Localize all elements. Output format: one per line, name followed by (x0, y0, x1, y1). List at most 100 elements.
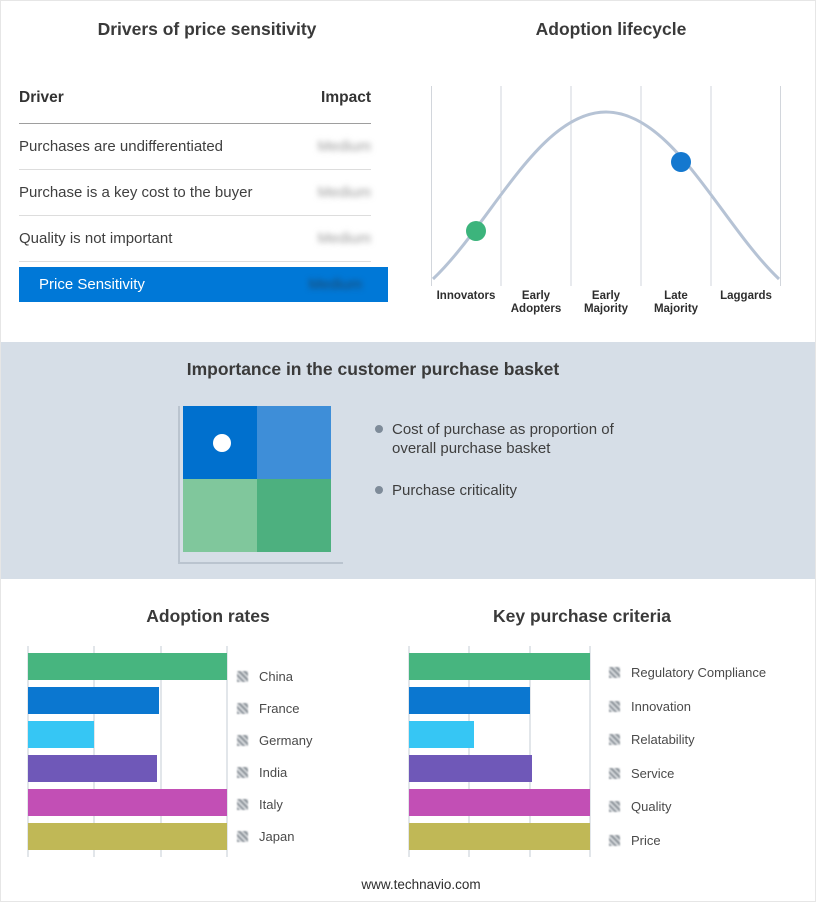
legend-label: Innovation (631, 698, 691, 714)
stage-label: Early Adopters (510, 290, 562, 315)
key-criteria-title: Key purchase criteria (492, 606, 671, 626)
driver-label: Purchases are undifferentiated (19, 138, 224, 155)
plot-criteria (408, 646, 591, 857)
bar (28, 721, 94, 748)
bullet-item: Purchase criticality (375, 481, 644, 500)
plot-adoption (27, 646, 228, 857)
matrix-quadrant-bottom-left (183, 479, 257, 552)
lifecycle-title: Adoption lifecycle (535, 19, 687, 39)
legend-label: France (259, 700, 300, 716)
bar (28, 653, 227, 680)
legend-item: Japan (237, 820, 312, 852)
driver-row: Purchases are undifferentiated Medium (19, 124, 371, 170)
legend-label: China (259, 668, 293, 684)
lifecycle-gridlines (431, 86, 781, 286)
legend-label: Regulatory Compliance (631, 665, 767, 681)
bar-row (28, 687, 227, 714)
bar (409, 755, 533, 782)
legend-label: Italy (259, 796, 283, 812)
bar-row (409, 653, 590, 680)
stage-label: Innovators (436, 290, 496, 302)
legend-label: Quality (631, 799, 672, 815)
adoption-bell-curve (431, 110, 781, 281)
legend-item: India (237, 756, 312, 788)
legend-item: France (237, 692, 312, 724)
legend-criteria: Regulatory Compliance Innovation Relatabil… (609, 656, 766, 857)
driver-row: Purchase is a key cost to the buyer Mediu… (19, 170, 371, 216)
late-majority-marker-dot (671, 152, 691, 172)
drivers-table: Driver Impact Purchases are undifferenti… (19, 89, 388, 302)
impact-value: Medium (317, 184, 371, 201)
legend-adoption: China France Germany India Italy Japan (237, 660, 312, 852)
bar-row (28, 755, 227, 782)
legend-label: Service (631, 765, 675, 781)
bar (409, 789, 590, 816)
bullet-text: Purchase criticality (392, 482, 518, 499)
drivers-table-header: Driver Impact (19, 89, 371, 124)
gridline (468, 646, 470, 857)
legend-item: Innovation (609, 690, 766, 724)
bar (409, 653, 590, 680)
purchase-basket-band: Importance in the customer purchase bask… (1, 342, 815, 579)
bullet-icon (375, 486, 383, 494)
legend-swatch-icon (237, 734, 248, 746)
stage-label: Early Majority (583, 290, 629, 315)
lifecycle-chart: Innovators Early Adopters Early Majority La… (431, 86, 781, 316)
driver-row: Quality is not important Medium (19, 216, 371, 262)
legend-label: Japan (259, 828, 295, 844)
price-sensitivity-impact-value: Medium (308, 276, 362, 293)
legend-swatch-icon (609, 801, 620, 813)
adoption-rates-title: Adoption rates (146, 606, 270, 626)
gridline (408, 646, 410, 857)
gridline (27, 646, 29, 857)
bar (28, 755, 158, 782)
stage-label: Late Majority (653, 290, 699, 315)
legend-swatch-icon (237, 670, 248, 682)
driver-label: Quality is not important (19, 230, 173, 247)
bullet-text: Cost of purchase as proportion of overal… (392, 421, 614, 457)
driver-label: Purchase is a key cost to the buyer (19, 184, 253, 201)
legend-swatch-icon (237, 702, 248, 714)
legend-label: Germany (259, 732, 313, 748)
bar-row (409, 755, 590, 782)
drivers-title: Drivers of price sensitivity (97, 19, 317, 39)
gridline (93, 646, 95, 857)
lifecycle-curve-svg (431, 86, 781, 286)
basket-title: Importance in the customer purchase bask… (186, 359, 560, 379)
bullet-item: Cost of purchase as proportion of overal… (375, 420, 644, 458)
bar-row (28, 823, 227, 850)
gridline (529, 646, 531, 857)
legend-item: Germany (237, 724, 312, 756)
bullet-icon (375, 425, 383, 433)
legend-item: Quality (609, 790, 766, 824)
bar (28, 687, 160, 714)
price-sensitivity-label: Price Sensitivity (39, 276, 145, 293)
impact-value: Medium (317, 138, 371, 155)
bar-rows (409, 646, 590, 857)
legend-item: Price (609, 824, 766, 858)
bar-row (409, 789, 590, 816)
lifecycle-stage-labels: Innovators Early Adopters Early Majority La… (431, 290, 781, 316)
legend-swatch-icon (609, 734, 620, 746)
matrix-axes (178, 406, 343, 564)
legend-item: China (237, 660, 312, 692)
basket-bullets: Cost of purchase as proportion of overal… (375, 420, 644, 500)
impact-value: Medium (317, 230, 371, 247)
bar (409, 687, 531, 714)
gridline (226, 646, 228, 857)
gridline (589, 646, 591, 857)
legend-swatch-icon (609, 667, 620, 679)
bar (409, 721, 475, 748)
bar (409, 823, 590, 850)
legend-swatch-icon (609, 834, 620, 846)
legend-label: India (259, 764, 288, 780)
legend-item: Italy (237, 788, 312, 820)
matrix-quadrant-bottom-right (257, 479, 331, 552)
bar-row (28, 789, 227, 816)
legend-swatch-icon (237, 798, 248, 810)
price-sensitivity-row: Price Sensitivity Medium (19, 267, 388, 302)
impact-column-header: Impact (321, 89, 371, 106)
matrix-quadrant-top-left (183, 406, 257, 479)
matrix-position-dot (213, 434, 231, 452)
